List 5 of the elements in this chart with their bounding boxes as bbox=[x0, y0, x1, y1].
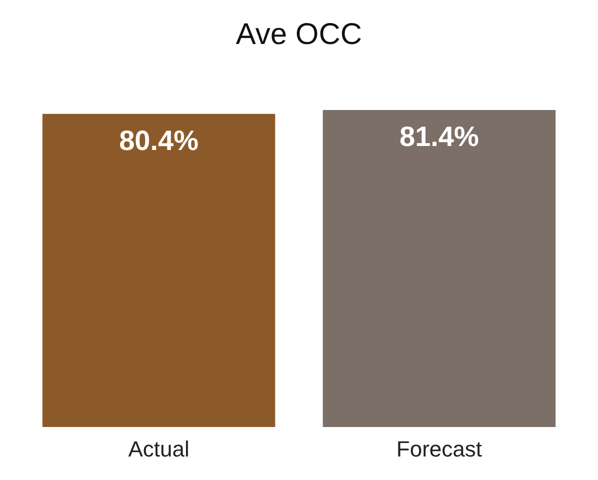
data-label: 80.4% bbox=[119, 124, 199, 156]
x-tick-label: Forecast bbox=[396, 436, 482, 462]
data-label: 81.4% bbox=[400, 121, 479, 152]
chart-title: Ave OCC bbox=[236, 18, 362, 51]
x-tick-label: Actual bbox=[128, 436, 190, 462]
